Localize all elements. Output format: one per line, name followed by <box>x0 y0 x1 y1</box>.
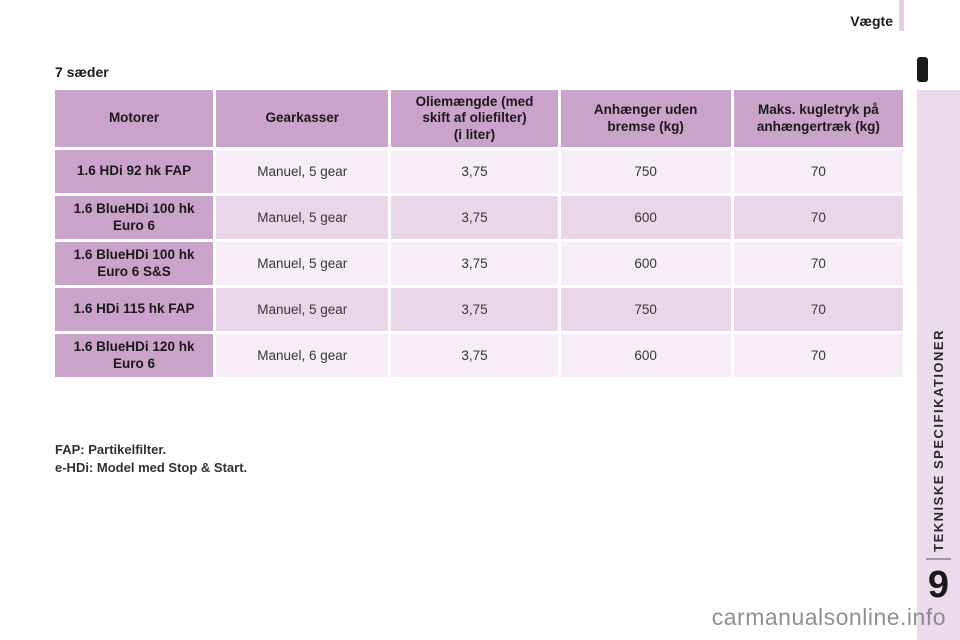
table-row: 1.6 BlueHDi 120 hk Euro 6 Manuel, 6 gear… <box>55 334 903 377</box>
gearbox-cell: Manuel, 5 gear <box>216 288 389 331</box>
table-row: 1.6 HDi 115 hk FAP Manuel, 5 gear 3,75 7… <box>55 288 903 331</box>
footnote-term: e-HDi: <box>55 460 94 475</box>
oil-quantity-cell: 3,75 <box>391 196 558 239</box>
col-header-anhaenger: Anhænger uden bremse (kg) <box>560 90 731 147</box>
chapter-tab-marker <box>917 57 928 82</box>
table-row: 1.6 BlueHDi 100 hk Euro 6 Manuel, 5 gear… <box>55 196 903 239</box>
chapter-number: 9 <box>927 564 950 606</box>
trailer-weight-cell: 600 <box>560 196 731 239</box>
col-header-oliemaengde: Oliemængde (med skift af oliefilter) (i … <box>391 90 558 147</box>
oil-quantity-cell: 3,75 <box>391 150 558 193</box>
footnote-text: Partikelfilter. <box>88 442 167 457</box>
trailer-weight-cell: 750 <box>560 150 731 193</box>
oil-quantity-cell: 3,75 <box>391 242 558 285</box>
motor-cell: 1.6 HDi 92 hk FAP <box>55 150 214 193</box>
watermark: carmanualsonline.info <box>711 604 946 630</box>
footnote-line: FAP: Partikelfilter. <box>55 441 247 459</box>
chapter-title: TEKNISKE SPECIFIKATIONER <box>931 329 946 552</box>
chapter-title-wrap: TEKNISKE SPECIFIKATIONER <box>917 329 960 552</box>
gearbox-cell: Manuel, 5 gear <box>216 150 389 193</box>
trailer-weight-cell: 600 <box>560 242 731 285</box>
table-row: 1.6 BlueHDi 100 hk Euro 6 S&S Manuel, 5 … <box>55 242 903 285</box>
oil-quantity-cell: 3,75 <box>391 288 558 331</box>
table-title: 7 sæder <box>55 64 109 80</box>
section-header-bar <box>899 0 904 31</box>
gearbox-cell: Manuel, 5 gear <box>216 196 389 239</box>
trailer-weight-cell: 750 <box>560 288 731 331</box>
footnotes: FAP: Partikelfilter. e-HDi: Model med St… <box>55 441 247 477</box>
section-header-label: Vægte <box>850 13 893 29</box>
motor-cell: 1.6 BlueHDi 120 hk Euro 6 <box>55 334 214 377</box>
table-row: 1.6 HDi 92 hk FAP Manuel, 5 gear 3,75 75… <box>55 150 903 193</box>
nose-weight-cell: 70 <box>733 242 903 285</box>
footnote-text: Model med Stop & Start. <box>96 460 248 475</box>
nose-weight-cell: 70 <box>733 288 903 331</box>
trailer-weight-cell: 600 <box>560 334 731 377</box>
sidebar-divider <box>926 558 951 560</box>
col-header-motorer: Motorer <box>55 90 214 147</box>
col-header-kugletryk: Maks. kugletryk på anhængertræk (kg) <box>733 90 903 147</box>
motor-cell: 1.6 HDi 115 hk FAP <box>55 288 214 331</box>
footnote-term: FAP: <box>55 442 85 457</box>
nose-weight-cell: 70 <box>733 334 903 377</box>
motor-cell: 1.6 BlueHDi 100 hk Euro 6 S&S <box>55 242 214 285</box>
spec-table: Motorer Gearkasser Oliemængde (med skift… <box>52 87 906 380</box>
gearbox-cell: Manuel, 5 gear <box>216 242 389 285</box>
chapter-sidebar: TEKNISKE SPECIFIKATIONER 9 <box>917 90 960 640</box>
motor-cell: 1.6 BlueHDi 100 hk Euro 6 <box>55 196 214 239</box>
oil-quantity-cell: 3,75 <box>391 334 558 377</box>
table-header-row: Motorer Gearkasser Oliemængde (med skift… <box>55 90 903 147</box>
nose-weight-cell: 70 <box>733 150 903 193</box>
footnote-line: e-HDi: Model med Stop & Start. <box>55 459 247 477</box>
nose-weight-cell: 70 <box>733 196 903 239</box>
gearbox-cell: Manuel, 6 gear <box>216 334 389 377</box>
col-header-gearkasser: Gearkasser <box>216 90 389 147</box>
